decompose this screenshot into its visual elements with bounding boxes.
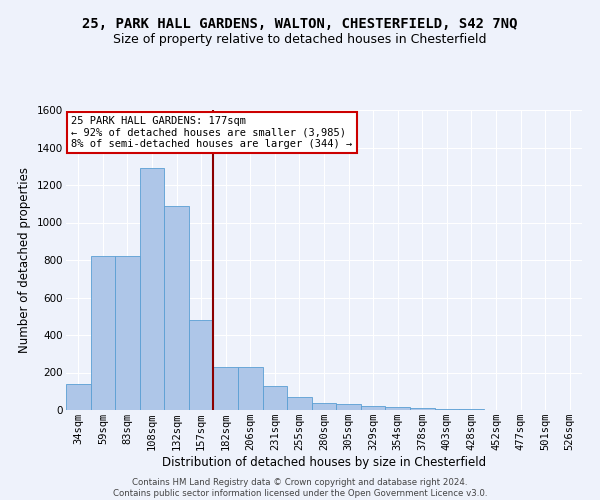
Text: Size of property relative to detached houses in Chesterfield: Size of property relative to detached ho…: [113, 32, 487, 46]
Bar: [189, 320, 214, 410]
Bar: [238, 367, 263, 410]
Bar: [66, 384, 91, 410]
Bar: [312, 402, 336, 410]
Bar: [287, 397, 312, 410]
Bar: [385, 407, 410, 410]
X-axis label: Distribution of detached houses by size in Chesterfield: Distribution of detached houses by size …: [162, 456, 486, 469]
Bar: [214, 367, 238, 410]
Bar: [164, 206, 189, 410]
Bar: [410, 408, 434, 410]
Bar: [336, 404, 361, 410]
Bar: [115, 256, 140, 410]
Bar: [140, 168, 164, 410]
Text: Contains HM Land Registry data © Crown copyright and database right 2024.
Contai: Contains HM Land Registry data © Crown c…: [113, 478, 487, 498]
Y-axis label: Number of detached properties: Number of detached properties: [19, 167, 31, 353]
Bar: [434, 409, 459, 410]
Bar: [91, 256, 115, 410]
Text: 25, PARK HALL GARDENS, WALTON, CHESTERFIELD, S42 7NQ: 25, PARK HALL GARDENS, WALTON, CHESTERFI…: [82, 18, 518, 32]
Bar: [263, 386, 287, 410]
Bar: [361, 406, 385, 410]
Text: 25 PARK HALL GARDENS: 177sqm
← 92% of detached houses are smaller (3,985)
8% of : 25 PARK HALL GARDENS: 177sqm ← 92% of de…: [71, 116, 352, 149]
